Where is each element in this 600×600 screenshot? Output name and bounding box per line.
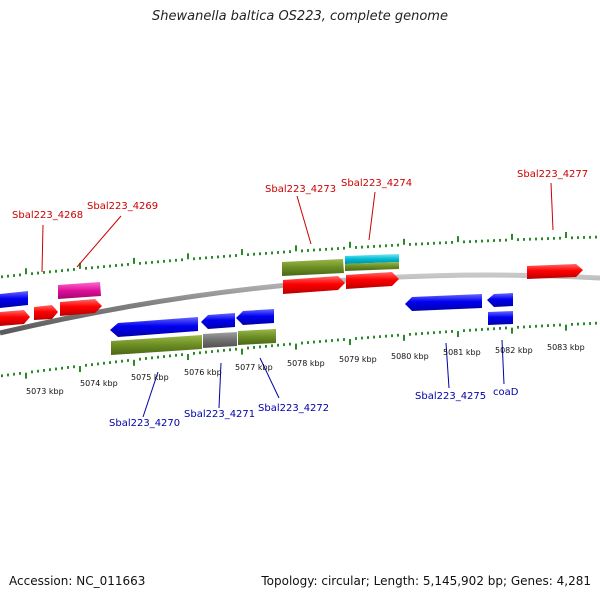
kbp-label: 5078 kbp bbox=[287, 359, 325, 368]
gene-label[interactable]: Sbal223_4270 bbox=[109, 418, 180, 429]
gene-feature[interactable] bbox=[0, 310, 30, 326]
map-title: Shewanella baltica OS223, complete genom… bbox=[152, 9, 448, 24]
gene-feature[interactable] bbox=[201, 313, 235, 329]
gene-feature[interactable] bbox=[60, 299, 102, 316]
gene-label[interactable]: Sbal223_4272 bbox=[258, 403, 329, 414]
gene-feature[interactable] bbox=[527, 264, 583, 279]
kbp-label: 5076 kbp bbox=[184, 368, 222, 377]
gene-label[interactable]: Sbal223_4273 bbox=[265, 184, 336, 195]
green-feature[interactable] bbox=[345, 262, 399, 271]
cyan-feature[interactable] bbox=[345, 254, 399, 264]
gene-feature[interactable] bbox=[346, 272, 399, 289]
kbp-label: 5081 kbp bbox=[443, 348, 481, 357]
green-feature[interactable] bbox=[238, 329, 276, 345]
kbp-label: 5073 kbp bbox=[26, 387, 64, 396]
kbp-label: 5075 kbp bbox=[131, 373, 169, 382]
gene-feature[interactable] bbox=[34, 305, 58, 320]
forward-strand-ticks bbox=[1, 231, 597, 279]
green-feature[interactable] bbox=[282, 259, 344, 276]
gene-label[interactable]: Sbal223_4271 bbox=[184, 409, 255, 420]
green-feature[interactable] bbox=[111, 335, 202, 355]
gene-feature[interactable] bbox=[110, 317, 198, 337]
gene-feature[interactable] bbox=[487, 293, 513, 307]
gene-label[interactable]: Sbal223_4269 bbox=[87, 201, 158, 212]
kbp-label: 5074 kbp bbox=[80, 379, 118, 388]
reverse-strand-ticks bbox=[1, 321, 597, 379]
gray-feature[interactable] bbox=[203, 332, 237, 348]
gene-feature[interactable] bbox=[0, 291, 28, 308]
gene-label[interactable]: Sbal223_4268 bbox=[12, 210, 83, 221]
kbp-label: 5083 kbp bbox=[547, 343, 585, 352]
label-leaders-bottom bbox=[142, 339, 505, 418]
reverse-strand-features bbox=[0, 291, 513, 355]
gene-label[interactable]: Sbal223_4275 bbox=[415, 391, 486, 402]
gene-label[interactable]: coaD bbox=[493, 387, 519, 398]
kbp-label: 5080 kbp bbox=[391, 352, 429, 361]
kbp-label: 5082 kbp bbox=[495, 346, 533, 355]
gene-label[interactable]: Sbal223_4274 bbox=[341, 178, 412, 189]
gene-feature[interactable] bbox=[236, 309, 274, 325]
gene-feature[interactable] bbox=[488, 311, 513, 325]
magenta-feature[interactable] bbox=[58, 282, 101, 299]
kbp-label: 5079 kbp bbox=[339, 355, 377, 364]
accession-text: Accession: NC_011663 bbox=[9, 574, 146, 588]
genome-stats-text: Topology: circular; Length: 5,145,902 bp… bbox=[261, 574, 591, 588]
label-leaders-top bbox=[41, 182, 554, 273]
forward-strand-features bbox=[0, 254, 583, 326]
kbp-label: 5077 kbp bbox=[235, 363, 273, 372]
gene-feature[interactable] bbox=[283, 276, 345, 294]
gene-feature[interactable] bbox=[405, 294, 482, 311]
gene-label[interactable]: Sbal223_4277 bbox=[517, 169, 588, 180]
